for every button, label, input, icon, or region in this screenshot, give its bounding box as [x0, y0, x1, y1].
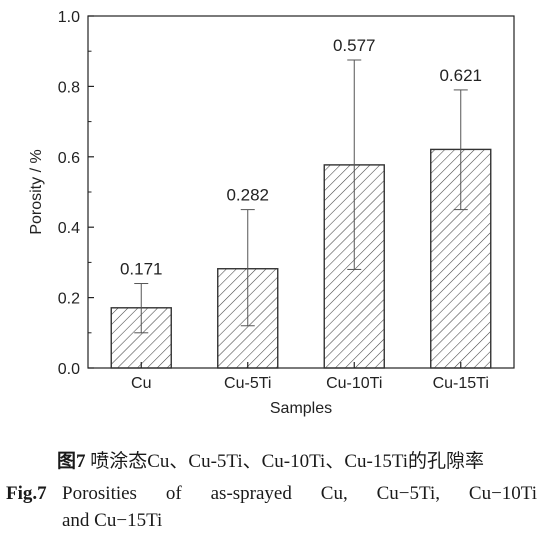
figure-number-cn: 图7	[56, 451, 86, 472]
figure-number-en: Fig.7	[6, 483, 47, 504]
data-label: 0.577	[333, 36, 376, 55]
figure-caption-chinese: 图7 喷涂态Cu、Cu-5Ti、Cu-10Ti、Cu-15Ti的孔隙率	[0, 446, 541, 473]
caption-text-cn: 喷涂态Cu、Cu-5Ti、Cu-10Ti、Cu-15Ti的孔隙率	[90, 451, 485, 472]
x-tick-label: Cu-10Ti	[326, 375, 382, 392]
data-label: 0.282	[226, 186, 269, 205]
y-tick-label: 0.4	[58, 220, 80, 237]
y-axis-title: Porosity / %	[28, 149, 45, 234]
x-tick-label: Cu	[131, 375, 151, 392]
bar-chart: 0.0 0.2 0.4 0.6 0.8 1.0 0.171 Cu 0.282 Cu-5Ti 0.57…	[28, 9, 515, 417]
data-label: 0.621	[439, 66, 482, 85]
y-tick-label: 0.6	[58, 150, 80, 167]
x-tick-label: Cu-5Ti	[224, 375, 271, 392]
y-tick-label: 0.2	[58, 291, 80, 308]
chart-canvas: 0.0 0.2 0.4 0.6 0.8 1.0 0.171 Cu 0.282 Cu-5Ti 0.57…	[28, 9, 515, 417]
caption-text-en-line2: and Cu−15Ti	[62, 510, 163, 531]
figure-caption-english: Fig.7 Porosities of as-sprayed Cu, Cu−5T…	[0, 480, 541, 534]
x-tick-label: Cu-15Ti	[433, 375, 489, 392]
y-tick-label: 0.8	[58, 79, 80, 96]
caption-text-en-line1: Porosities of as-sprayed Cu, Cu−5Ti, Cu−…	[62, 483, 537, 504]
y-tick-label: 0.0	[58, 361, 80, 378]
bar	[430, 148, 492, 369]
x-axis-title: Samples	[270, 400, 332, 417]
y-tick-label: 1.0	[58, 9, 80, 26]
data-label: 0.171	[120, 260, 163, 279]
